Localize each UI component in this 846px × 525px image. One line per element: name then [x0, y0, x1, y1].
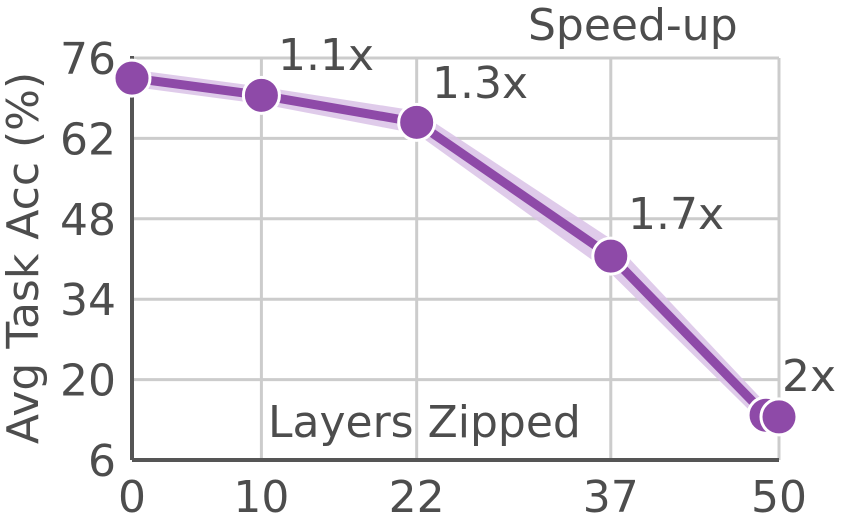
data-point	[591, 236, 631, 276]
y-tick-label: 34	[60, 275, 116, 326]
data-point	[397, 102, 437, 142]
y-axis-label: Avg Task Acc (%)	[0, 72, 49, 444]
x-tick-label: 22	[389, 472, 445, 523]
x-tick-label: 50	[751, 472, 807, 523]
x-tick-label: 37	[583, 472, 639, 523]
y-tick-label: 48	[60, 195, 116, 246]
series-line	[131, 73, 780, 422]
speedup-label: 2x	[782, 351, 836, 402]
data-point	[759, 397, 799, 437]
y-tick-label: 62	[60, 114, 116, 165]
y-tick-label: 6	[88, 436, 116, 487]
speedup-label: 1.1x	[278, 30, 374, 81]
y-tick-label: 76	[60, 34, 116, 85]
speedup-label: 1.7x	[628, 189, 724, 240]
y-tick-label: 20	[60, 356, 116, 407]
axes	[130, 56, 779, 462]
x-tick-label: 10	[233, 472, 289, 523]
speedup-title: Speed-up	[528, 0, 738, 51]
speedup-annotations: 1.1x 1.3x 1.7x 2x	[278, 30, 836, 402]
x-axis-label: Layers Zipped	[268, 397, 581, 448]
tick-labels: 6 20 34 48 62 76 0 10 22 37 50	[60, 34, 807, 523]
data-points	[112, 58, 799, 437]
confidence-band	[132, 69, 779, 427]
data-point	[112, 58, 152, 98]
x-tick-label: 0	[118, 472, 146, 523]
speedup-label: 1.3x	[432, 58, 528, 109]
data-point	[241, 75, 281, 115]
